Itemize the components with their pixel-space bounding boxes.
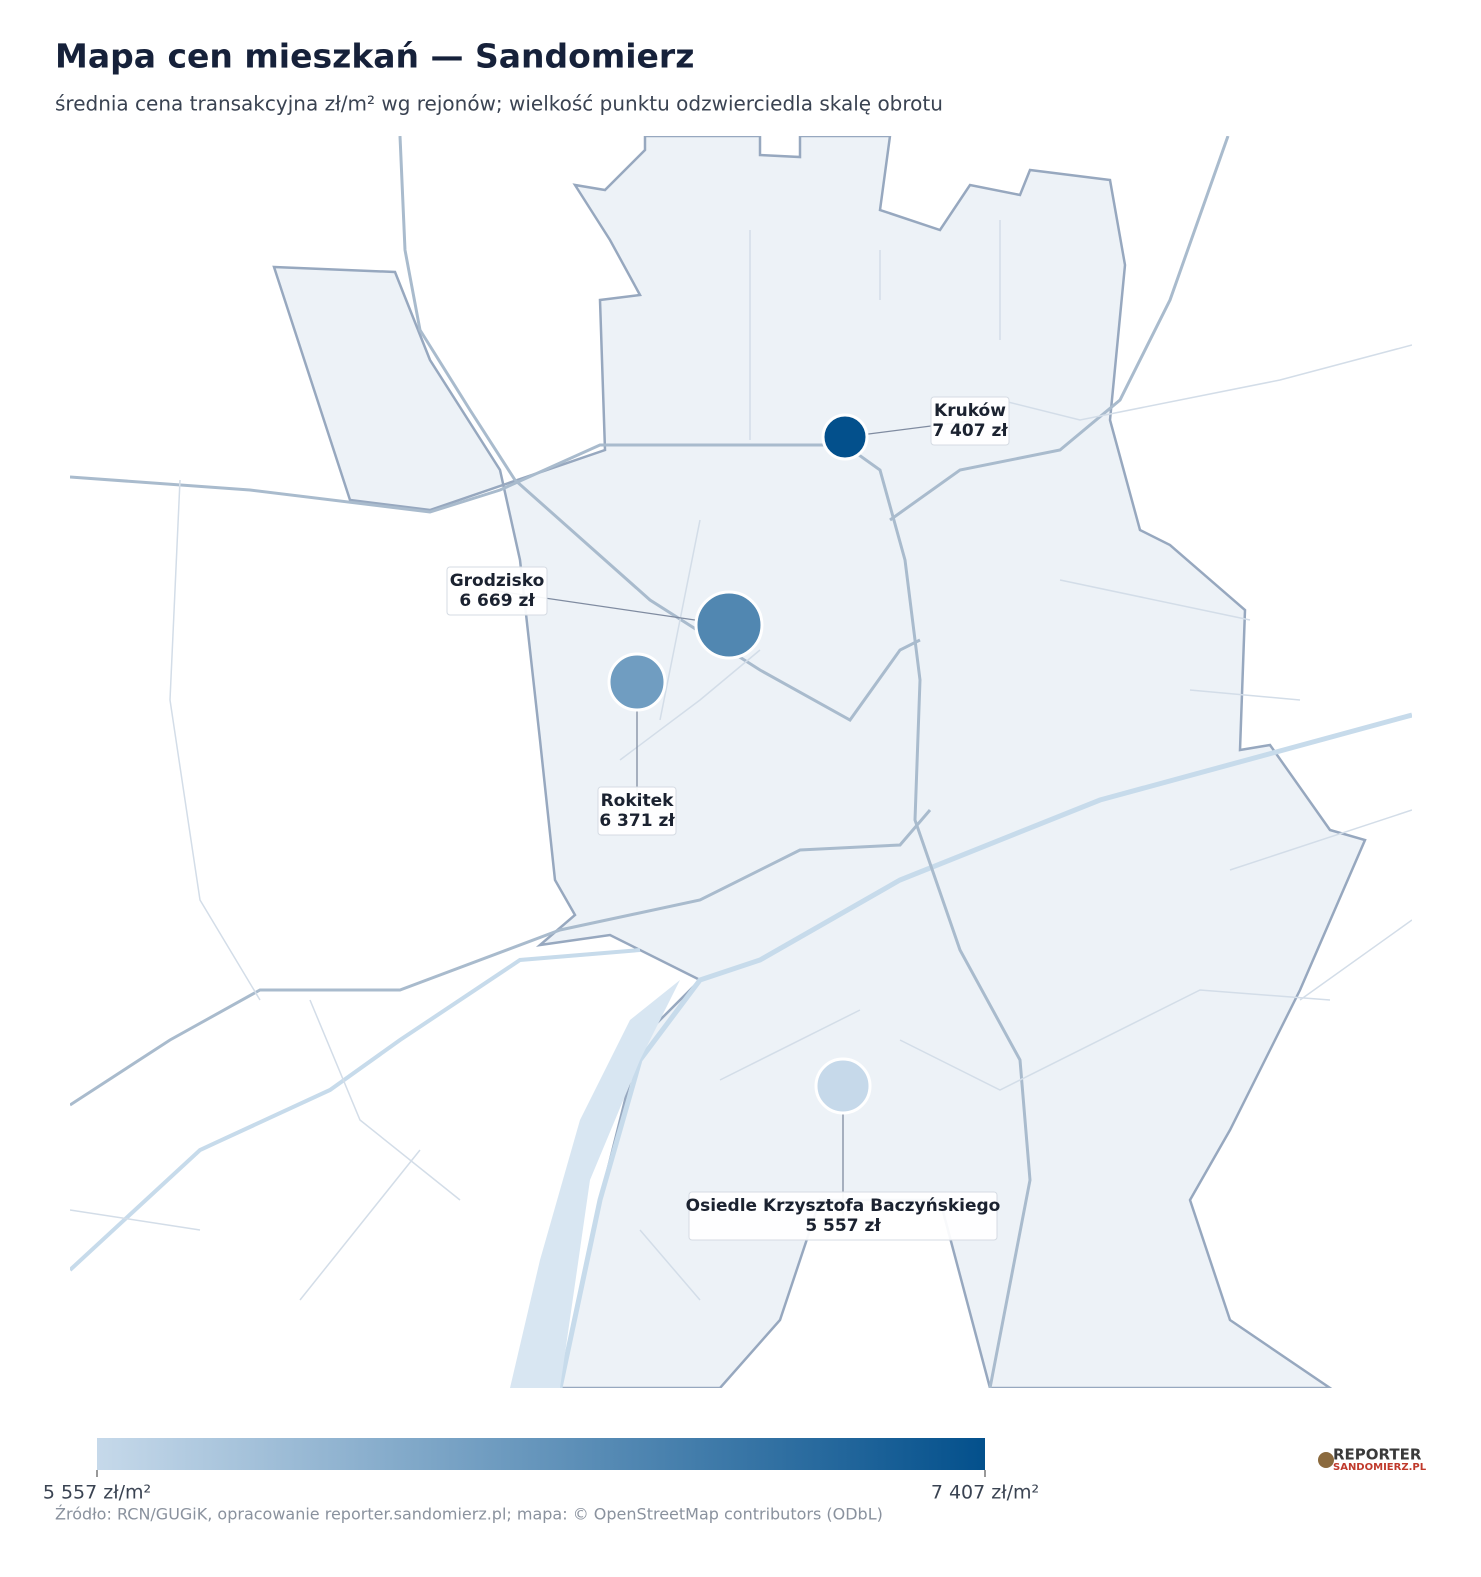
subtitle: średnia cena transakcyjna zł/m² wg rejon… xyxy=(55,92,943,116)
river-bank xyxy=(510,980,680,1388)
source: Źródło: RCN/GUGiK, opracowanie reporter.… xyxy=(55,1505,883,1524)
bubble xyxy=(814,1057,872,1115)
bubble xyxy=(821,413,869,461)
road xyxy=(398,136,921,722)
label-box xyxy=(688,1191,998,1241)
road xyxy=(889,136,1230,522)
point-value: 6 669 zł xyxy=(459,591,535,611)
bubble xyxy=(694,590,764,660)
point-name: Rokitek xyxy=(601,791,675,811)
point-value: 7 407 zł xyxy=(932,421,1008,441)
point-name: Kruków xyxy=(934,401,1006,421)
district xyxy=(272,136,1367,1388)
colorbar-label: 7 407 zł/m² xyxy=(931,1482,1039,1504)
road xyxy=(70,443,1032,1388)
bubble xyxy=(607,652,667,712)
title: Mapa cen mieszkań — Sandomierz xyxy=(55,37,694,76)
river xyxy=(557,712,1412,1388)
point-name: Grodzisko xyxy=(450,571,545,591)
point-name: Osiedle Krzysztofa Baczyńskiego xyxy=(686,1196,1001,1216)
colorbar-label: 5 557 zł/m² xyxy=(43,1482,151,1504)
point-value: 6 371 zł xyxy=(599,811,675,831)
river xyxy=(70,948,641,1272)
point-value: 5 557 zł xyxy=(805,1216,881,1236)
colorbar xyxy=(97,1438,985,1470)
map xyxy=(70,136,1412,1388)
logo-icon xyxy=(1318,1452,1334,1468)
label-box xyxy=(446,566,548,616)
road xyxy=(70,809,932,1107)
label-box xyxy=(930,396,1010,446)
label-box xyxy=(597,786,677,836)
logo-text: REPORTER xyxy=(1333,1446,1422,1464)
road xyxy=(70,220,1412,1301)
logo-text: SANDOMIERZ.PL xyxy=(1333,1462,1427,1473)
